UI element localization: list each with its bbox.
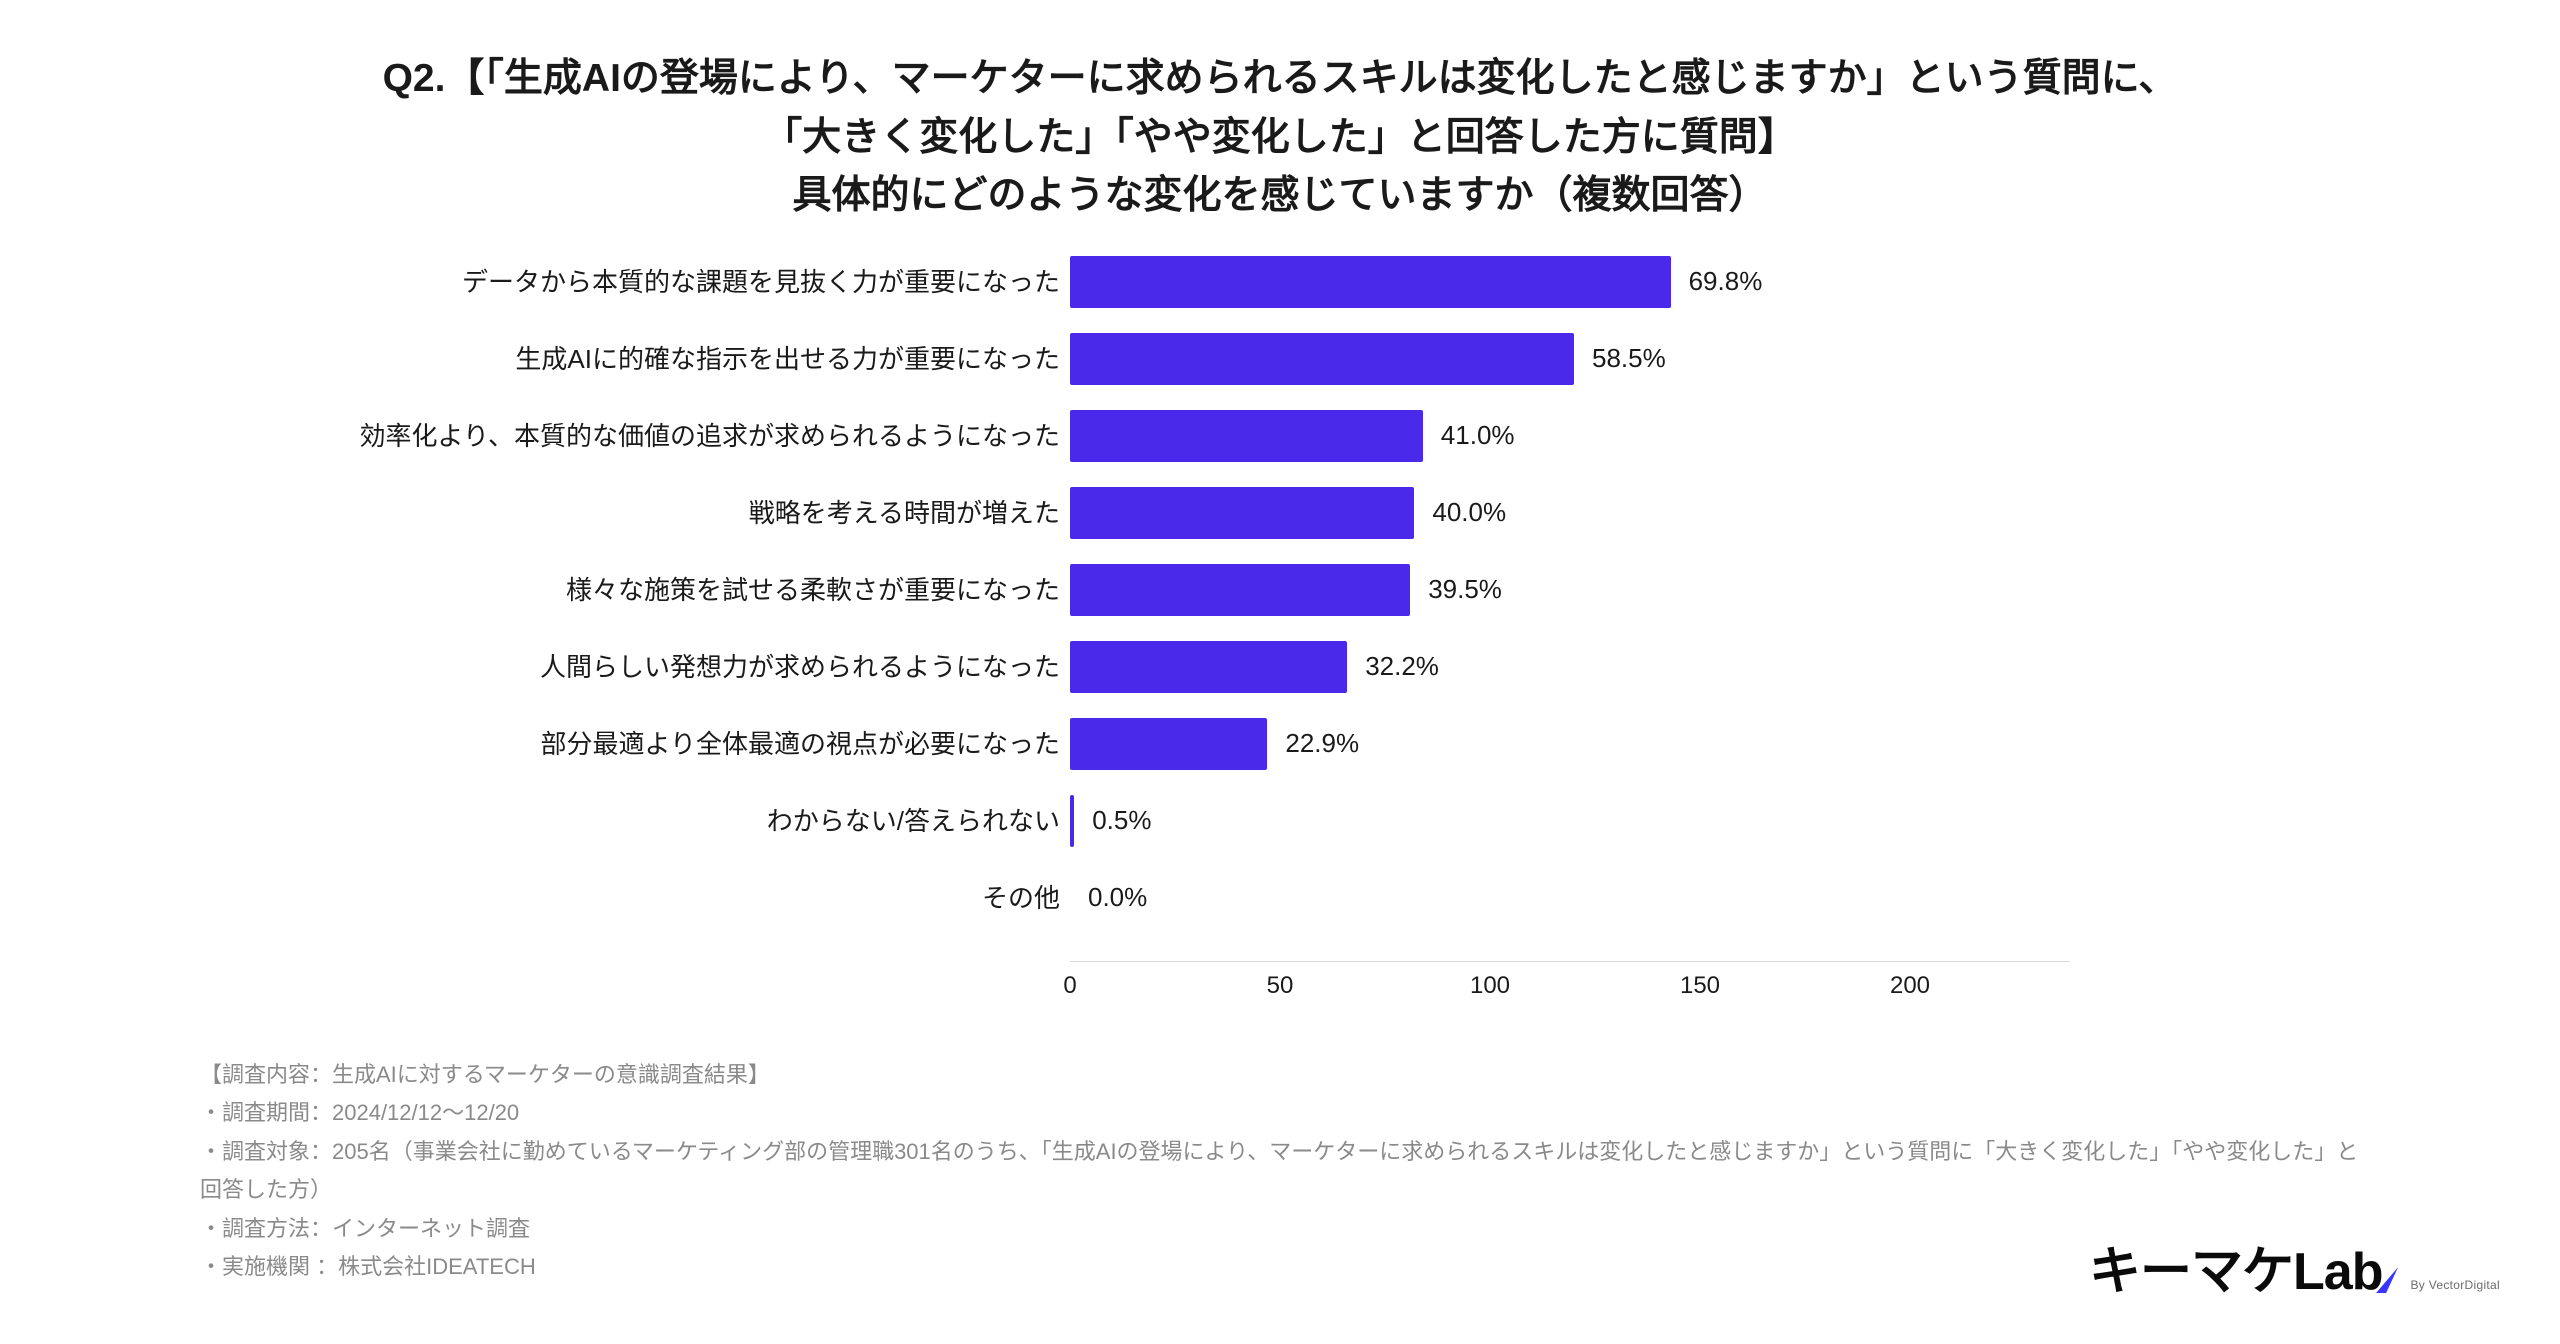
x-axis-tick: 50 [1267, 972, 1294, 1000]
x-axis-tick: 200 [1890, 972, 1930, 1000]
bar-row: 0.0% [1070, 872, 1147, 924]
bar-row: 41.0% [1070, 410, 1515, 462]
bar-row: 39.5% [1070, 564, 1502, 616]
bar-row: 58.5% [1070, 333, 1666, 385]
bar-rect [1070, 410, 1423, 462]
bar-row: 22.9% [1070, 718, 1359, 770]
logo-byline: By VectorDigital [2410, 1278, 2500, 1292]
x-axis-tick: 150 [1680, 972, 1720, 1000]
bar-rect [1070, 795, 1074, 847]
bar-value: 58.5% [1592, 343, 1666, 374]
bar-rect [1070, 641, 1347, 693]
bars-zone: データから本質的な課題を見抜く力が重要になった69.8%生成AIに的確な指示を出… [1070, 256, 2070, 956]
chart-title: Q2.【「生成AIの登場により、マーケターに求められるスキルは変化したと感じます… [200, 50, 2360, 226]
x-axis-tick: 0 [1063, 972, 1076, 1000]
bar-label: 様々な施策を試せる柔軟さが重要になった [566, 564, 1060, 616]
bar-label: 人間らしい発想力が求められるようになった [540, 641, 1060, 693]
x-axis: 050100150200 [1070, 961, 2070, 1011]
bar-rect [1070, 333, 1574, 385]
x-axis-tick: 100 [1470, 972, 1510, 1000]
footnote-line: ・調査期間：2024/12/12〜12/20 [200, 1094, 2360, 1133]
bar-rect [1070, 564, 1410, 616]
bar-rect [1070, 256, 1671, 308]
bar-label: 効率化より、本質的な価値の追求が求められるようになった [360, 410, 1060, 462]
bar-label: 戦略を考える時間が増えた [749, 487, 1060, 539]
title-line-3: 具体的にどのような変化を感じていますか（複数回答） [200, 167, 2360, 226]
logo-text: キーマケLab [2089, 1229, 2394, 1304]
bar-value: 0.5% [1092, 805, 1151, 836]
bar-label: わからない/答えられない [767, 795, 1060, 847]
bar-rect [1070, 718, 1267, 770]
bar-value: 69.8% [1689, 266, 1763, 297]
title-line-2: 「大きく変化した」「やや変化した」と回答した方に質問】 [200, 109, 2360, 168]
footnote-line: ・調査方法：インターネット調査 [200, 1210, 2360, 1249]
bar-value: 40.0% [1432, 497, 1506, 528]
bar-label: 生成AIに的確な指示を出せる力が重要になった [515, 333, 1060, 385]
footnote-heading: 【調査内容：生成AIに対するマーケターの意識調査結果】 [200, 1056, 2360, 1095]
survey-footnotes: 【調査内容：生成AIに対するマーケターの意識調査結果】 ・調査期間：2024/1… [200, 1056, 2360, 1287]
bar-value: 39.5% [1428, 574, 1502, 605]
bar-value: 32.2% [1365, 651, 1439, 682]
bar-value: 22.9% [1285, 728, 1359, 759]
bar-value: 0.0% [1088, 882, 1147, 913]
bar-row: 69.8% [1070, 256, 1762, 308]
footnote-line: ・実施機関 ：株式会社IDEATECH [200, 1248, 2360, 1287]
bar-label: 部分最適より全体最適の視点が必要になった [541, 718, 1060, 770]
bar-row: 0.5% [1070, 795, 1151, 847]
page: Q2.【「生成AIの登場により、マーケターに求められるスキルは変化したと感じます… [0, 0, 2560, 1344]
bar-row: 32.2% [1070, 641, 1439, 693]
bar-value: 41.0% [1441, 420, 1515, 451]
brand-logo: キーマケLab By VectorDigital [2089, 1229, 2500, 1304]
bar-label: データから本質的な課題を見抜く力が重要になった [462, 256, 1060, 308]
footnote-line: ・調査対象：205名（事業会社に勤めているマーケティング部の管理職301名のうち… [200, 1133, 2360, 1210]
bar-rect [1070, 487, 1414, 539]
title-line-1: Q2.【「生成AIの登場により、マーケターに求められるスキルは変化したと感じます… [200, 50, 2360, 109]
bar-row: 40.0% [1070, 487, 1506, 539]
bar-label: その他 [982, 872, 1060, 924]
bar-chart: データから本質的な課題を見抜く力が重要になった 69.8% 生成AIに的確な指示を出… [350, 256, 2210, 1026]
